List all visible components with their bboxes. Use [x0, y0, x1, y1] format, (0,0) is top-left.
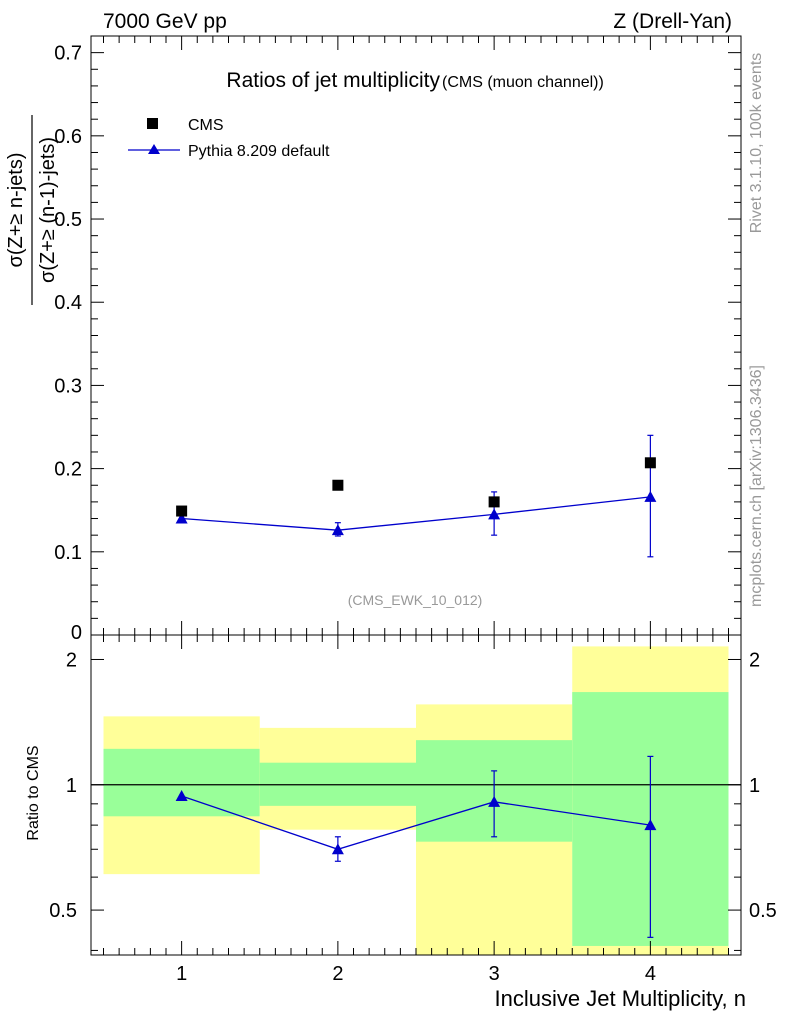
ratio-point — [488, 795, 501, 807]
y-label-numerator: σ(Z+≥ n-jets) — [5, 153, 27, 268]
mc-point — [488, 508, 501, 520]
axes: 0.1 0.2 0.3 0.4 0.5 0.6 0.7 0 0.5 0.5 1 1 2 2 1 2 3 4 — [49, 35, 777, 985]
ratio-y-tick-label: 1 — [66, 775, 77, 797]
cms-point — [488, 496, 500, 508]
mc-line — [181, 496, 651, 531]
main-y-tick-label: 0.1 — [54, 542, 82, 564]
ratio-y-tick-label: 2 — [66, 649, 77, 671]
ratio-y-tick-label-right: 1 — [749, 775, 760, 797]
mc-point — [644, 490, 657, 502]
legend-mc-marker — [148, 144, 160, 154]
main-y-tick-label: 0.6 — [54, 126, 82, 148]
ratio-point — [331, 843, 344, 855]
ratio-point — [644, 819, 657, 831]
analysis-watermark: (CMS_EWK_10_012) — [348, 592, 483, 608]
legend-cms-label: CMS — [188, 117, 224, 134]
ratio-y-tick-label: 0.5 — [49, 900, 77, 922]
legend: CMS Pythia 8.209 default — [128, 117, 330, 160]
cms-point — [176, 505, 188, 517]
ratio-point — [175, 789, 188, 801]
legend-mc-label: Pythia 8.209 default — [188, 143, 330, 160]
chart-title: Ratios of jet multiplicity — [226, 69, 440, 92]
ratio-y-tick-label-right: 2 — [749, 649, 760, 671]
chart-subtitle: (CMS (muon channel)) — [442, 74, 604, 91]
cms-point — [644, 457, 656, 469]
mc-point — [331, 524, 344, 536]
header-left: 7000 GeV pp — [103, 10, 227, 33]
main-y-tick-label: 0.7 — [54, 43, 82, 65]
x-tick-label: 3 — [489, 963, 500, 985]
ratio-line — [181, 795, 651, 850]
rivet-version-label: Rivet 3.1.10, 100k events — [748, 53, 765, 234]
x-tick-label: 2 — [332, 963, 343, 985]
main-y-tick-label: 0.3 — [54, 375, 82, 397]
x-tick-label: 1 — [176, 963, 187, 985]
main-y-tick-label: 0.2 — [54, 459, 82, 481]
mcplots-label: mcplots.cern.ch [arXiv:1306.3436] — [748, 365, 765, 607]
ratio-y-tick-label-right: 0.5 — [749, 900, 777, 922]
mc-point — [175, 512, 188, 524]
main-y-tick-label: 0.4 — [54, 292, 82, 314]
y-label-main: σ(Z+≥ n-jets) σ(Z+≥ (n-1)-jets) — [5, 115, 59, 305]
series — [175, 434, 657, 938]
cms-point — [332, 479, 344, 491]
legend-cms-marker — [147, 118, 158, 129]
main-y-tick-label: 0.5 — [54, 209, 82, 231]
header-right: Z (Drell-Yan) — [613, 10, 732, 33]
main-y-tick-label: 0 — [71, 622, 82, 644]
band-inner-1 — [103, 748, 260, 817]
x-tick-label: 4 — [645, 963, 656, 985]
y-label-denominator: σ(Z+≥ (n-1)-jets) — [37, 137, 59, 283]
y-label-ratio: Ratio to CMS — [25, 745, 42, 840]
x-axis-label: Inclusive Jet Multiplicity, n — [495, 986, 746, 1011]
